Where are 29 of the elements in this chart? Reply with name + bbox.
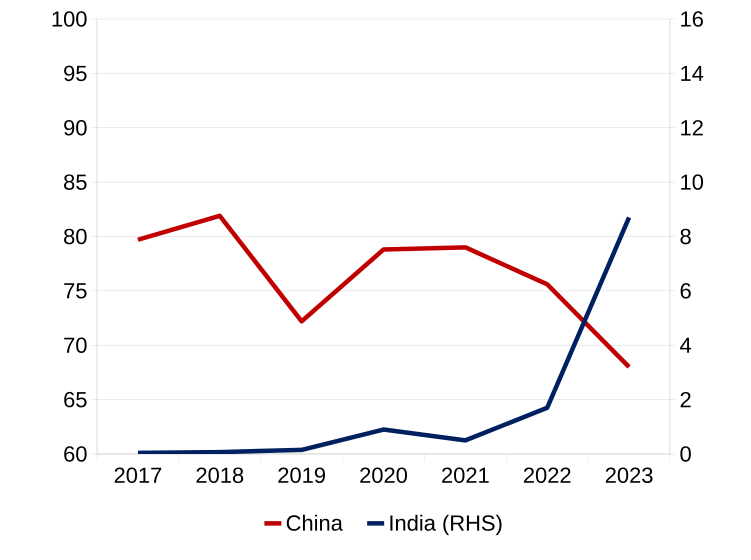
y2-tick-label: 16 bbox=[681, 11, 703, 27]
y-tick-label: 100 bbox=[52, 11, 87, 27]
y2-tick-label: 10 bbox=[681, 174, 704, 190]
x-tick-label: 2022 bbox=[524, 467, 570, 484]
y2-tick-label: 8 bbox=[680, 228, 691, 244]
y-tick-label: 95 bbox=[64, 66, 87, 82]
y2-tick-label: 0 bbox=[680, 446, 691, 462]
y-tick-label: 90 bbox=[64, 120, 87, 136]
y-tick-label: 85 bbox=[64, 174, 87, 190]
line-series bbox=[136, 214, 632, 370]
y-tick-label: 80 bbox=[64, 228, 87, 244]
x-tick-label: 2021 bbox=[442, 467, 489, 484]
x-tick-label: 2018 bbox=[196, 467, 244, 484]
y-tick-label: 65 bbox=[64, 392, 87, 408]
y-tick-label: 70 bbox=[64, 337, 87, 353]
line-series bbox=[136, 215, 632, 454]
y-tick-label: 60 bbox=[64, 446, 87, 462]
y2-tick-label: 4 bbox=[680, 338, 692, 353]
legend-label: China bbox=[286, 514, 343, 531]
y-tick-label: 75 bbox=[64, 283, 87, 299]
x-tick-label: 2019 bbox=[278, 467, 325, 484]
x-tick-label: 2017 bbox=[114, 467, 162, 484]
y2-tick-label: 14 bbox=[681, 66, 704, 81]
x-tick-label: 2020 bbox=[360, 467, 408, 484]
y2-tick-label: 12 bbox=[681, 120, 703, 136]
legend-label: India (RHS) bbox=[390, 514, 502, 536]
x-tick-label: 2023 bbox=[606, 467, 652, 484]
y2-tick-label: 6 bbox=[680, 283, 691, 299]
y2-tick-label: 2 bbox=[680, 392, 691, 408]
